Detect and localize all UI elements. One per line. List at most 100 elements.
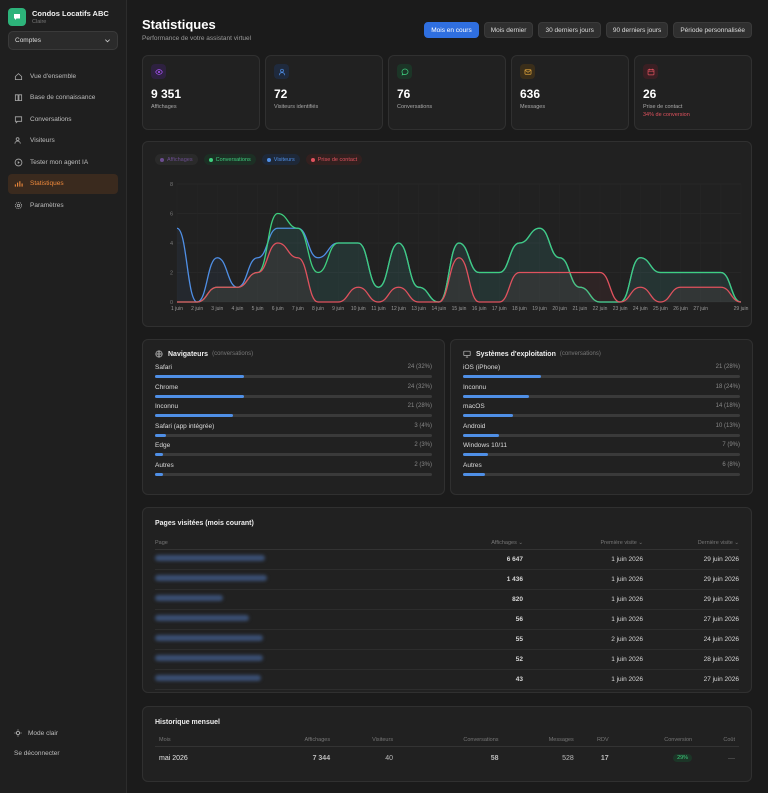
x-tick-label: 1 juin xyxy=(171,306,183,312)
x-tick-label: 6 juin xyxy=(272,306,284,312)
table-row[interactable]: 56 1 juin 2026 27 juin 2026 xyxy=(155,609,739,630)
os-subtitle: (conversations) xyxy=(559,351,601,357)
page-url[interactable] xyxy=(155,609,403,630)
os-title: Systèmes d'exploitation xyxy=(476,350,556,358)
sidebar-item-conversations[interactable]: Conversations xyxy=(8,109,118,129)
row-label: Edge xyxy=(155,442,171,450)
pages-table: Page Affichages ⌄ Première visite ⌄ Dern… xyxy=(155,537,739,690)
x-tick-label: 17 juin xyxy=(492,306,507,312)
x-tick-label: 5 juin xyxy=(252,306,264,312)
table-row[interactable]: 1 436 1 juin 2026 29 juin 2026 xyxy=(155,569,739,590)
theme-toggle-label: Mode clair xyxy=(28,729,58,737)
browsers-row: Inconnu 21 (28%) xyxy=(155,403,432,423)
row-bar-fill xyxy=(155,414,233,418)
page-url[interactable] xyxy=(155,629,403,650)
os-row: Windows 10/11 7 (9%) xyxy=(463,442,740,462)
period-90-days-button[interactable]: 90 derniers jours xyxy=(605,22,669,38)
row-bar-fill xyxy=(463,433,499,437)
column-conversations: Conversations xyxy=(393,734,499,747)
sidebar-item-settings[interactable]: Paramètres xyxy=(8,195,118,215)
row-bar-track xyxy=(463,453,740,457)
legend-views[interactable]: Affichages xyxy=(155,154,198,165)
legend-contact[interactable]: Prise de contact xyxy=(305,154,363,165)
play-icon xyxy=(14,158,23,166)
history-month: mai 2026 xyxy=(159,754,188,762)
page-url[interactable] xyxy=(155,669,403,690)
page-last-visit: 29 juin 2026 xyxy=(643,569,739,590)
os-row: Android 10 (13%) xyxy=(463,423,740,443)
x-tick-label: 18 juin xyxy=(512,306,527,312)
row-bar-fill xyxy=(155,472,164,476)
page-url[interactable] xyxy=(155,649,403,670)
row-label: macOS xyxy=(463,403,485,411)
period-last-month-button[interactable]: Mois dernier xyxy=(483,22,534,38)
column-month: Mois xyxy=(155,734,254,747)
sidebar-item-overview[interactable]: Vue d'ensemble xyxy=(8,66,118,86)
history-cost: — xyxy=(728,754,735,762)
history-table: Mois Affichages Visiteurs Conversations … xyxy=(155,734,739,770)
row-value: 21 (28%) xyxy=(407,403,432,410)
book-icon xyxy=(14,94,23,102)
legend-label: Visiteurs xyxy=(273,156,295,163)
browsers-title: Navigateurs xyxy=(168,350,209,358)
row-bar-track xyxy=(155,453,432,457)
legend-label: Conversations xyxy=(215,156,251,163)
page-first-visit: 1 juin 2026 xyxy=(523,649,643,670)
legend-visitors[interactable]: Visiteurs xyxy=(261,154,300,165)
column-views[interactable]: Affichages ⌄ xyxy=(403,537,523,550)
row-bar-fill xyxy=(155,453,164,457)
page-url[interactable] xyxy=(155,589,403,610)
x-tick-label: 29 juin xyxy=(734,306,749,312)
sidebar-item-statistics[interactable]: Statistiques xyxy=(8,173,118,194)
x-tick-label: 4 juin xyxy=(231,306,243,312)
x-tick-label: 19 juin xyxy=(532,306,547,312)
row-value: 10 (13%) xyxy=(715,422,740,429)
brand: Condos Locatifs ABC Claire xyxy=(8,8,109,26)
page-url[interactable] xyxy=(155,549,403,570)
x-tick-label: 13 juin xyxy=(411,306,426,312)
x-tick-label: 22 juin xyxy=(593,306,608,312)
table-row[interactable]: 820 1 juin 2026 29 juin 2026 xyxy=(155,589,739,610)
period-current-month-button[interactable]: Mois en cours xyxy=(424,22,479,38)
sidebar-item-visitors[interactable]: Visiteurs xyxy=(8,131,118,151)
column-first-visit[interactable]: Première visite ⌄ xyxy=(523,537,643,550)
sidebar-item-knowledge-base[interactable]: Base de connaissance xyxy=(8,88,118,108)
os-row: iOS (iPhone) 21 (28%) xyxy=(463,364,740,384)
table-row[interactable]: 6 647 1 juin 2026 29 juin 2026 xyxy=(155,549,739,570)
row-value: 24 (32%) xyxy=(407,383,432,390)
row-value: 3 (4%) xyxy=(414,422,432,429)
chevron-down-icon xyxy=(105,39,110,43)
row-label: Autres xyxy=(463,461,482,469)
bar-chart-icon xyxy=(14,181,23,187)
table-row[interactable]: 52 1 juin 2026 28 juin 2026 xyxy=(155,649,739,670)
kpi-value: 9 351 xyxy=(151,87,182,101)
row-label: Inconnu xyxy=(155,403,179,411)
row-bar-track xyxy=(155,472,432,476)
legend-conversations[interactable]: Conversations xyxy=(203,154,256,165)
sidebar-item-label: Statistiques xyxy=(30,180,64,187)
table-row[interactable]: 43 1 juin 2026 27 juin 2026 xyxy=(155,669,739,690)
page-url[interactable] xyxy=(155,569,403,590)
row-bar-track xyxy=(155,394,432,398)
column-views: Affichages xyxy=(253,734,331,747)
history-messages: 528 xyxy=(562,754,574,762)
table-row[interactable]: 55 2 juin 2026 24 juin 2026 xyxy=(155,629,739,650)
x-tick-label: 24 juin xyxy=(633,306,648,312)
browsers-card: Navigateurs (conversations) Safari 24 (32… xyxy=(142,339,445,495)
kpi-value: 26 xyxy=(643,87,657,101)
sidebar-item-label: Paramètres xyxy=(30,201,64,209)
series-area-prise-de-contact xyxy=(177,243,741,302)
account-select[interactable]: Comptes xyxy=(8,31,118,50)
browsers-row: Safari (app intégrée) 3 (4%) xyxy=(155,423,432,443)
sidebar-item-test-agent[interactable]: Tester mon agent IA xyxy=(8,152,118,172)
column-rdv: RDV xyxy=(573,734,609,747)
history-title: Historique mensuel xyxy=(155,719,220,726)
eye-icon xyxy=(151,64,166,79)
period-custom-button[interactable]: Période personnalisée xyxy=(673,22,752,38)
theme-toggle[interactable]: Mode clair xyxy=(14,729,58,737)
y-tick-label: 4 xyxy=(170,241,173,247)
sidebar-item-label: Conversations xyxy=(30,115,72,123)
column-last-visit[interactable]: Dernière visite ⌄ xyxy=(643,537,739,550)
logout-link[interactable]: Se déconnecter xyxy=(14,750,60,757)
period-30-days-button[interactable]: 30 derniers jours xyxy=(538,22,601,38)
